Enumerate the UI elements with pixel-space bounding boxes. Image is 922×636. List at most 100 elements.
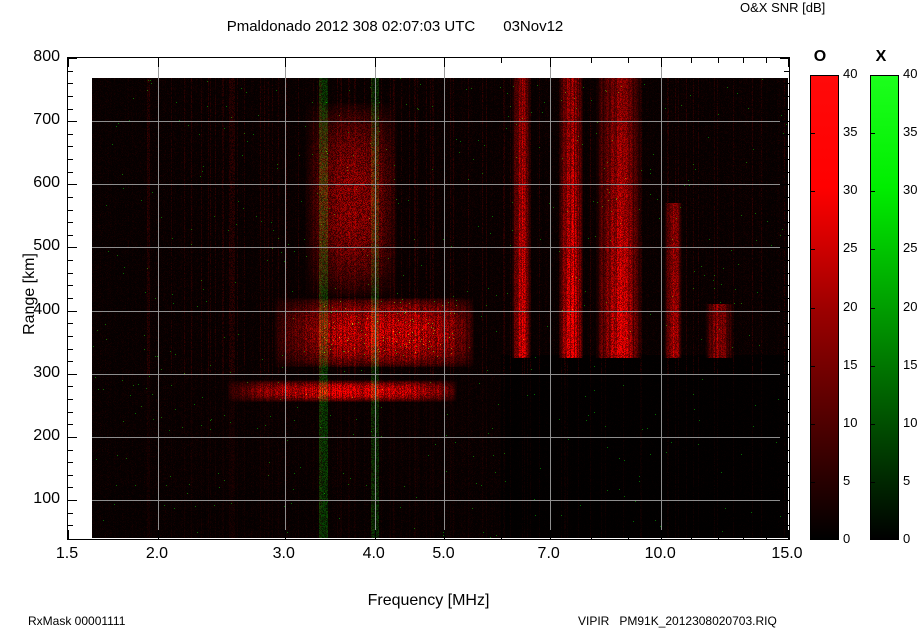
x-tick-minor xyxy=(718,534,720,539)
y-tick-minor xyxy=(68,146,73,148)
colorbar-x-tickmark xyxy=(870,365,875,367)
colorbar-o-tickmark xyxy=(810,133,815,135)
y-tick-minor xyxy=(784,323,789,325)
y-tick-label-2: 300 xyxy=(33,363,60,381)
y-tick-minor xyxy=(784,272,789,274)
x-tick-minor xyxy=(691,534,693,539)
colorbar-o-tick-5: 5 xyxy=(843,472,851,488)
colorbar-x-tick-0: 0 xyxy=(903,531,911,546)
x-axis-title: Frequency [MHz] xyxy=(367,592,490,609)
x-tick-label-7: 15.0 xyxy=(771,545,803,562)
ionogram-heatmap-canvas[interactable] xyxy=(68,58,788,538)
y-tick-major-0 xyxy=(780,500,789,502)
y-tick-label-3: 400 xyxy=(33,300,60,318)
y-tick-minor xyxy=(68,83,73,85)
y-tick-major-2 xyxy=(780,373,789,375)
filename-label: PM91K_2012308020703.RIQ xyxy=(619,614,777,628)
colorbar-o-tickmark xyxy=(810,423,815,425)
x-tick-major-3 xyxy=(374,530,376,539)
y-tick-minor xyxy=(68,525,73,527)
colorbar-o-tick-25: 25 xyxy=(843,240,858,256)
x-tick-label-4: 5.0 xyxy=(432,545,455,562)
x-tick-major-2 xyxy=(284,58,286,67)
y-tick-minor xyxy=(784,95,789,97)
colorbar-x-tick-20: 20 xyxy=(903,298,918,314)
y-tick-minor xyxy=(784,462,789,464)
y-tick-minor xyxy=(784,512,789,514)
y-tick-minor xyxy=(68,298,73,299)
x-tick-major-1 xyxy=(157,530,159,539)
y-tick-major-6 xyxy=(68,121,77,123)
y-tick-minor xyxy=(784,159,789,161)
x-tick-label-5: 7.0 xyxy=(537,545,560,562)
y-tick-minor xyxy=(784,474,789,476)
y-tick-minor xyxy=(784,424,789,426)
y-tick-minor xyxy=(784,348,789,350)
x-tick-major-4 xyxy=(444,58,446,67)
y-tick-major-5 xyxy=(68,184,77,186)
file-info-label: VIPIR PM91K_2012308020703.RIQ xyxy=(578,614,777,628)
y-tick-minor xyxy=(68,285,73,287)
y-tick-major-6 xyxy=(780,121,789,123)
y-tick-minor xyxy=(68,512,73,514)
y-tick-minor xyxy=(784,361,789,363)
colorbar-x-tickmark xyxy=(870,423,875,425)
colorbar-x-tickmark xyxy=(870,249,875,251)
colorbar-header-label: O&X SNR [dB] xyxy=(740,0,826,15)
colorbar-x-tick-35: 35 xyxy=(903,124,918,140)
y-tick-major-0 xyxy=(68,500,77,502)
x-tick-minor xyxy=(591,58,593,63)
ionogram-plot-area[interactable] xyxy=(67,57,790,540)
colorbar-o-tick-40: 40 xyxy=(843,66,858,81)
y-tick-minor xyxy=(784,285,789,287)
x-tick-minor xyxy=(628,58,630,63)
y-tick-minor xyxy=(68,260,73,262)
y-tick-minor xyxy=(784,83,789,85)
title-main-text: Pmaldonado 2012 308 02:07:03 UTC xyxy=(226,18,476,35)
y-tick-minor xyxy=(68,133,73,135)
colorbar-o-tick-10: 10 xyxy=(843,414,858,430)
y-tick-major-3 xyxy=(68,310,77,312)
x-tick-minor xyxy=(591,534,593,539)
y-tick-label-5: 600 xyxy=(33,174,60,192)
x-tick-minor xyxy=(501,534,503,539)
x-tick-major-2 xyxy=(284,530,286,539)
y-tick-minor xyxy=(784,386,789,388)
y-tick-minor xyxy=(784,234,789,236)
x-tick-major-3 xyxy=(374,58,376,67)
y-tick-minor xyxy=(68,399,73,401)
y-axis-title: Range [km] xyxy=(21,253,38,335)
colorbar-x-tick-25: 25 xyxy=(903,240,918,256)
y-tick-major-1 xyxy=(780,436,789,438)
colorbar-o-tick-35: 35 xyxy=(843,124,858,140)
y-tick-minor xyxy=(784,133,789,135)
y-tick-major-4 xyxy=(68,247,77,249)
y-tick-major-2 xyxy=(68,373,77,375)
y-tick-minor xyxy=(784,196,789,198)
instrument-label: VIPIR xyxy=(578,614,610,628)
colorbar-x-tickmark xyxy=(870,307,875,309)
x-tick-minor xyxy=(743,58,745,63)
y-tick-minor xyxy=(68,323,73,325)
y-tick-minor xyxy=(68,386,73,388)
y-tick-minor xyxy=(784,449,789,451)
x-tick-major-0 xyxy=(68,58,69,67)
x-tick-major-7 xyxy=(788,58,789,67)
y-tick-minor xyxy=(68,196,73,198)
colorbar-o-tickmark xyxy=(810,191,815,193)
rxmask-label: RxMask 00001111 xyxy=(28,614,126,628)
y-tick-minor xyxy=(784,108,789,110)
y-tick-major-7 xyxy=(68,58,77,59)
y-tick-minor xyxy=(68,411,73,413)
colorbar-o-title: O xyxy=(813,48,827,65)
x-tick-minor xyxy=(743,534,745,539)
y-tick-minor xyxy=(68,474,73,476)
y-tick-minor xyxy=(68,159,73,161)
y-tick-minor xyxy=(68,70,73,72)
x-tick-label-2: 3.0 xyxy=(272,545,295,562)
page-title: Pmaldonado 2012 308 02:07:03 UTC 03Nov12 xyxy=(0,18,790,35)
colorbar-x-tick-5: 5 xyxy=(903,472,911,488)
y-tick-minor xyxy=(784,70,789,72)
y-tick-minor xyxy=(784,146,789,148)
x-tick-minor xyxy=(628,534,630,539)
